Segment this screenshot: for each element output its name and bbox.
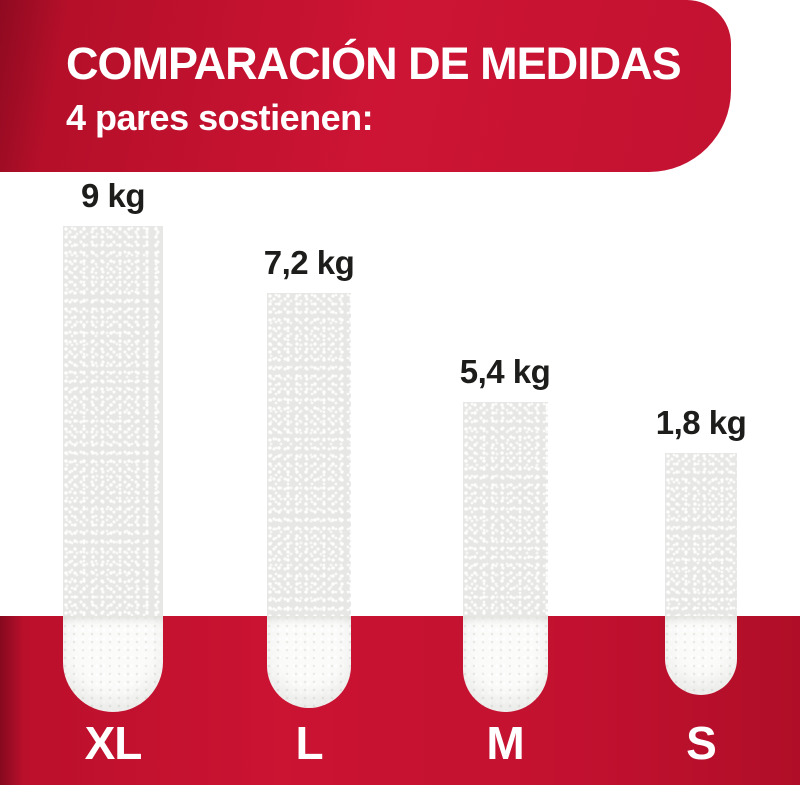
weight-label-s: 1,8 kg: [655, 404, 747, 441]
page-subtitle: 4 pares sostienen:: [66, 97, 374, 138]
weight-label-l: 7,2 kg: [263, 244, 355, 281]
strip-xl-adhesive-texture: [63, 226, 163, 616]
strip-s: [665, 453, 737, 695]
strip-s-adhesive-texture: [665, 453, 737, 616]
page-title: COMPARACIÓN DE MEDIDAS: [66, 38, 682, 89]
size-label-m: M: [486, 717, 524, 769]
strip-s-pull-tab: [665, 616, 737, 695]
strip-m-adhesive-texture: [463, 402, 548, 616]
size-label-l: L: [295, 717, 323, 769]
strip-m: [463, 402, 548, 712]
weight-label-xl: 9 kg: [80, 177, 146, 214]
weight-label-m: 5,4 kg: [459, 353, 551, 390]
header-banner: COMPARACIÓN DE MEDIDAS 4 pares sostienen…: [0, 0, 731, 172]
strip-m-pull-tab: [463, 616, 548, 712]
size-label-s: S: [686, 717, 717, 769]
strip-l: [267, 293, 351, 708]
size-label-xl: XL: [84, 717, 143, 769]
strip-xl: [63, 226, 163, 712]
strip-xl-pull-tab: [63, 616, 163, 712]
strip-l-adhesive-texture: [267, 293, 351, 616]
strip-l-pull-tab: [267, 616, 351, 708]
